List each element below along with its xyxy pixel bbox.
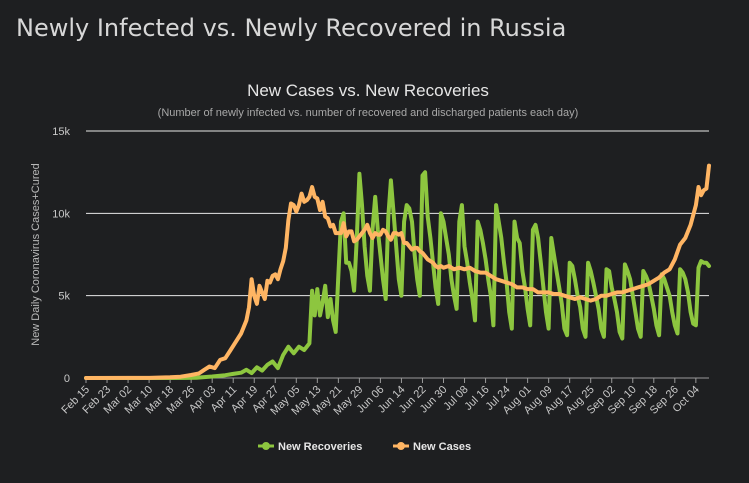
series-line-new-cases (84, 163, 711, 380)
y-tick-label: 10k (52, 208, 70, 220)
series-layer (84, 163, 711, 380)
y-tick-label: 0 (64, 373, 70, 385)
legend-label: New Recoveries (278, 441, 362, 453)
legend-item-new-recoveries[interactable]: New Recoveries (258, 441, 362, 453)
y-axis-label: New Daily Coronavirus Cases+Cured (30, 163, 42, 346)
chart-title: New Cases vs. New Recoveries (247, 81, 489, 100)
series-line-new-recoveries (84, 170, 711, 380)
legend-swatch-marker (397, 442, 405, 450)
legend-item-new-cases[interactable]: New Cases (393, 441, 471, 453)
y-tick-label: 5k (58, 291, 70, 303)
y-tick-label: 15k (52, 126, 70, 138)
legend-swatch-marker (262, 442, 270, 450)
legend[interactable]: New Recoveries New Cases (258, 441, 471, 453)
y-axis: 0 5k 10k 15k (52, 126, 70, 385)
legend-label: New Cases (413, 441, 471, 453)
chart-subtitle: (Number of newly infected vs. number of … (158, 107, 579, 119)
page-title: Newly Infected vs. Newly Recovered in Ru… (16, 14, 567, 42)
